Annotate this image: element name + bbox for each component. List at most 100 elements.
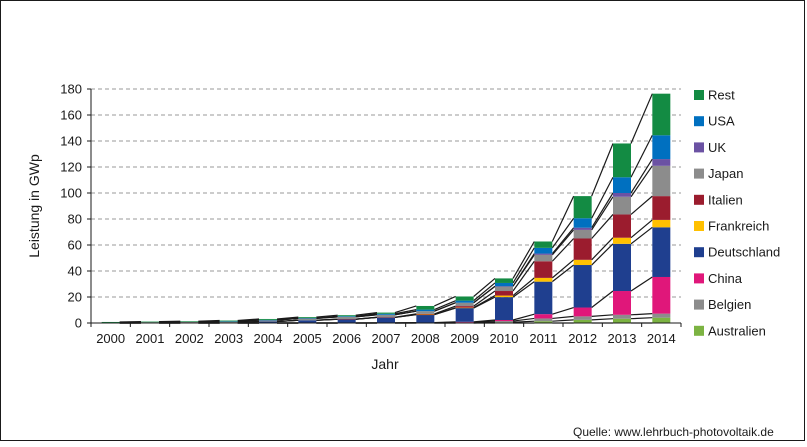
bar-segment-japan-2014 <box>652 165 671 197</box>
connector-line-china <box>630 276 653 292</box>
bar-segment-belgien-2010 <box>495 321 513 323</box>
connector-line-uk <box>591 192 614 229</box>
legend-label-australien: Australien <box>708 323 766 338</box>
bar-segment-italien-2010 <box>495 291 513 296</box>
x-tick-label: 2001 <box>136 331 165 346</box>
connector-line-australien <box>552 319 574 322</box>
connector-line-italien <box>512 260 535 292</box>
legend-swatch-belgien <box>694 299 704 310</box>
x-tick-labels: 2000 2001 2002 2003 2004 2005 2006 2007 2008 2009… <box>90 323 682 346</box>
x-tick-label: 2000 <box>96 331 125 346</box>
connector-line-australien <box>512 320 535 323</box>
x-tick-label: 2012 <box>568 331 597 346</box>
connector-line-belgien <box>552 315 574 320</box>
bar-segment-usa-2004 <box>259 319 277 321</box>
bar-segment-frankreich-2013 <box>613 237 631 244</box>
bar-segment-rest-2007 <box>377 312 395 314</box>
connector-line-italien <box>276 319 299 323</box>
connector-line-italien <box>237 320 260 324</box>
connector-line-rest <box>237 318 260 322</box>
connector-line-usa <box>198 320 220 323</box>
connector-line-uk <box>473 285 496 304</box>
x-tick-label: 2011 <box>529 331 557 346</box>
bar-segment-china-2012 <box>573 307 592 317</box>
connector-line-usa <box>316 315 338 319</box>
bar-segment-deutschland-2005 <box>298 320 317 323</box>
bar-segment-rest-2005 <box>298 317 317 319</box>
bar-segment-rest-2006 <box>337 315 356 317</box>
bar-segment-australien-2013 <box>613 318 631 323</box>
legend-label-japan: Japan <box>708 166 743 181</box>
x-tick-label: 2008 <box>411 331 440 346</box>
bar-segment-belgien-2011 <box>534 318 553 322</box>
bar-segment-frankreich-2012 <box>573 259 592 266</box>
y-tick-label: 0 <box>75 316 82 331</box>
connector-line-italien <box>316 318 338 321</box>
bar-segment-rest-2009 <box>455 296 474 301</box>
connector-line-uk <box>355 314 378 318</box>
bar-segment-china-2009 <box>455 321 474 323</box>
connector-line-frankreich <box>551 259 575 279</box>
connector-line-rest <box>512 241 535 279</box>
bar-segment-uk-2014 <box>652 159 671 166</box>
connector-line-deutschland <box>630 226 653 245</box>
y-tick-label: 40 <box>68 264 82 279</box>
bar-segment-deutschland-2004 <box>259 321 277 323</box>
connector-line-belgien <box>630 313 653 316</box>
bar-segment-belgien-2014 <box>652 313 671 318</box>
axes <box>90 89 681 324</box>
connector-line-deutschland <box>591 243 614 266</box>
y-tick-labels: 0 20 40 60 80 100 120 140 160 180 <box>60 82 91 331</box>
bar-segment-uk-2011 <box>534 253 553 255</box>
connector-line-china <box>473 319 496 323</box>
bar-segment-australien-2011 <box>534 321 553 323</box>
connector-line-rest <box>355 312 378 316</box>
x-tick-label: 2014 <box>647 331 676 346</box>
x-tick-label: 2004 <box>254 331 283 346</box>
bar-segment-belgien-2012 <box>573 316 592 320</box>
source-credit: Quelle: www.lehrbuch-photovoltaik.de <box>573 425 774 439</box>
connector-line-frankreich <box>473 295 496 309</box>
connector-line-uk <box>512 253 535 287</box>
bar-segment-rest-2003 <box>219 320 238 322</box>
bar-segment-rest-2002 <box>180 321 199 322</box>
bar-segment-deutschland-2011 <box>534 281 553 315</box>
bar-segment-china-2010 <box>495 320 513 322</box>
bar-segment-belgien-2013 <box>613 314 631 319</box>
y-tick-label: 20 <box>68 290 82 305</box>
bar-segment-japan-2009 <box>455 302 474 307</box>
bar-segment-deutschland-2008 <box>416 314 435 323</box>
connector-line-usa <box>355 313 378 317</box>
connector-line-rest <box>630 93 653 144</box>
bar-segment-australien-2012 <box>573 319 592 323</box>
x-tick-label: 2009 <box>450 331 479 346</box>
connector-lines <box>119 93 653 324</box>
bar-segment-rest-2010 <box>495 278 513 283</box>
bar-segment-italien-2012 <box>573 238 592 260</box>
legend-label-rest: Rest <box>708 88 735 103</box>
legend-label-uk: UK <box>708 140 726 155</box>
connector-line-japan <box>630 165 653 198</box>
bar-segment-deutschland-2006 <box>337 319 356 323</box>
x-tick-label: 2002 <box>175 331 204 346</box>
connector-line-usa <box>434 300 456 311</box>
connector-line-belgien <box>591 314 614 317</box>
gridlines <box>91 88 681 298</box>
bar-segment-rest-2014 <box>652 93 671 136</box>
bar-segment-australien-2014 <box>652 317 671 323</box>
legend-swatch-australien <box>694 325 704 336</box>
y-tick-label: 120 <box>60 160 82 175</box>
bar-segment-china-2013 <box>613 291 631 315</box>
bar-segment-japan-2001 <box>141 322 159 323</box>
connector-line-uk <box>551 227 575 254</box>
connector-line-china <box>591 290 614 309</box>
x-tick-label: 2013 <box>608 331 637 346</box>
connector-line-usa <box>276 317 299 321</box>
connector-line-usa <box>473 282 496 302</box>
bar-segment-usa-2003 <box>219 321 238 322</box>
connector-line-deutschland <box>551 264 575 283</box>
bar-segment-rest-2013 <box>613 143 631 178</box>
legend-label-china: China <box>708 271 743 286</box>
bar-segment-usa-2014 <box>652 135 671 160</box>
